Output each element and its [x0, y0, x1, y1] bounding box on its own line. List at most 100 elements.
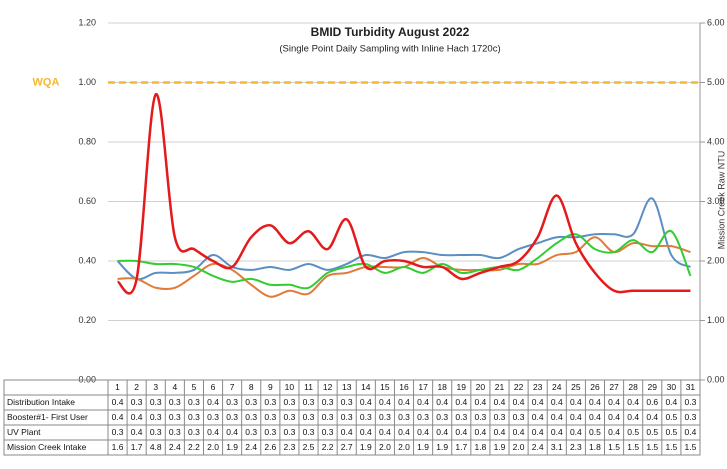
- x-tick-label: 29: [648, 382, 658, 392]
- x-tick-label: 24: [552, 382, 562, 392]
- table-cell: 0.4: [513, 397, 525, 407]
- table-cell: 2.3: [570, 442, 582, 452]
- table-cell: 0.3: [685, 412, 697, 422]
- table-cell: 0.3: [322, 412, 334, 422]
- table-cell: 0.3: [284, 412, 296, 422]
- table-cell: 0.3: [303, 397, 315, 407]
- table-cell: 0.4: [627, 397, 639, 407]
- table-cell: 0.3: [398, 412, 410, 422]
- table-cell: 0.4: [665, 397, 677, 407]
- table-row-label: Distribution Intake: [7, 397, 75, 407]
- table-row-label: Mission Creek Intake: [7, 442, 87, 452]
- y-tick-label: 0.00: [78, 374, 96, 384]
- y2-tick-label: 5.00: [707, 77, 725, 87]
- table-cell: 0.4: [398, 427, 410, 437]
- table-cell: 0.3: [322, 427, 334, 437]
- table-cell: 2.7: [341, 442, 353, 452]
- table-cell: 0.4: [494, 397, 506, 407]
- table-cell: 0.3: [341, 397, 353, 407]
- y-tick-label: 0.80: [78, 136, 96, 146]
- table-cell: 0.4: [627, 412, 639, 422]
- table-cell: 0.3: [264, 397, 276, 407]
- table-cell: 1.9: [417, 442, 429, 452]
- x-tick-label: 28: [628, 382, 638, 392]
- table-cell: 0.4: [436, 397, 448, 407]
- x-tick-label: 17: [418, 382, 428, 392]
- table-cell: 0.4: [474, 397, 486, 407]
- threshold-label: WQA: [33, 76, 60, 88]
- series-line: [117, 229, 692, 290]
- table-cell: 1.9: [494, 442, 506, 452]
- table-cell: 0.4: [207, 397, 219, 407]
- table-cell: 0.3: [284, 397, 296, 407]
- table-cell: 1.5: [627, 442, 639, 452]
- table-cell: 0.4: [608, 397, 620, 407]
- table-cell: 0.3: [245, 412, 257, 422]
- table-cell: 2.0: [207, 442, 219, 452]
- table-cell: 1.9: [226, 442, 238, 452]
- table-cell: 0.3: [513, 412, 525, 422]
- table-cell: 0.3: [455, 412, 467, 422]
- table-cell: 1.5: [665, 442, 677, 452]
- y-tick-label: 0.40: [78, 255, 96, 265]
- y-tick-label: 0.60: [78, 196, 96, 206]
- table-cell: 1.9: [436, 442, 448, 452]
- y2-tick-label: 4.00: [707, 136, 725, 146]
- table-cell: 0.3: [150, 397, 162, 407]
- y-tick-label: 1.20: [78, 17, 96, 27]
- table-cell: 0.4: [379, 427, 391, 437]
- table-cell: 0.3: [131, 397, 143, 407]
- table-cell: 1.5: [608, 442, 620, 452]
- y2-tick-label: 1.00: [707, 315, 725, 325]
- table-cell: 1.7: [455, 442, 467, 452]
- table-cell: 1.5: [685, 442, 697, 452]
- y-tick-label: 0.20: [78, 315, 96, 325]
- table-cell: 0.4: [551, 427, 563, 437]
- y-tick-label: 1.00: [78, 77, 96, 87]
- table-cell: 0.4: [589, 397, 601, 407]
- table-cell: 0.3: [169, 412, 181, 422]
- x-tick-label: 7: [230, 382, 235, 392]
- table-cell: 0.3: [226, 397, 238, 407]
- table-cell: 0.4: [417, 397, 429, 407]
- table-cell: 0.3: [188, 427, 200, 437]
- x-tick-label: 3: [153, 382, 158, 392]
- x-tick-label: 16: [399, 382, 409, 392]
- table-cell: 0.3: [341, 412, 353, 422]
- y2-axis-title: Mission Creek Raw NTU: [716, 151, 726, 250]
- x-tick-label: 26: [590, 382, 600, 392]
- table-cell: 0.4: [207, 427, 219, 437]
- table-cell: 0.3: [264, 412, 276, 422]
- table-cell: 2.4: [245, 442, 257, 452]
- table-cell: 0.4: [360, 427, 372, 437]
- table-cell: 0.4: [112, 397, 124, 407]
- table-cell: 0.4: [551, 412, 563, 422]
- table-cell: 2.2: [188, 442, 200, 452]
- table-cell: 0.3: [436, 412, 448, 422]
- table-cell: 0.4: [436, 427, 448, 437]
- table-cell: 2.5: [303, 442, 315, 452]
- x-tick-label: 4: [172, 382, 177, 392]
- table-cell: 0.3: [264, 427, 276, 437]
- table-cell: 1.9: [360, 442, 372, 452]
- table-cell: 0.4: [608, 427, 620, 437]
- x-tick-label: 23: [533, 382, 543, 392]
- table-cell: 0.4: [474, 427, 486, 437]
- x-tick-label: 14: [361, 382, 371, 392]
- table-cell: 0.4: [494, 427, 506, 437]
- table-cell: 0.5: [589, 427, 601, 437]
- chart-subtitle: (Single Point Daily Sampling with Inline…: [279, 44, 500, 55]
- table-cell: 0.3: [169, 397, 181, 407]
- x-tick-label: 9: [268, 382, 273, 392]
- table-cell: 0.4: [570, 397, 582, 407]
- x-tick-label: 21: [495, 382, 505, 392]
- table-cell: 0.5: [665, 412, 677, 422]
- table-cell: 2.3: [284, 442, 296, 452]
- table-cell: 0.4: [341, 427, 353, 437]
- table-cell: 0.4: [570, 427, 582, 437]
- x-tick-label: 2: [134, 382, 139, 392]
- y2-tick-label: 3.00: [707, 196, 725, 206]
- table-cell: 0.3: [112, 427, 124, 437]
- table-cell: 1.8: [589, 442, 601, 452]
